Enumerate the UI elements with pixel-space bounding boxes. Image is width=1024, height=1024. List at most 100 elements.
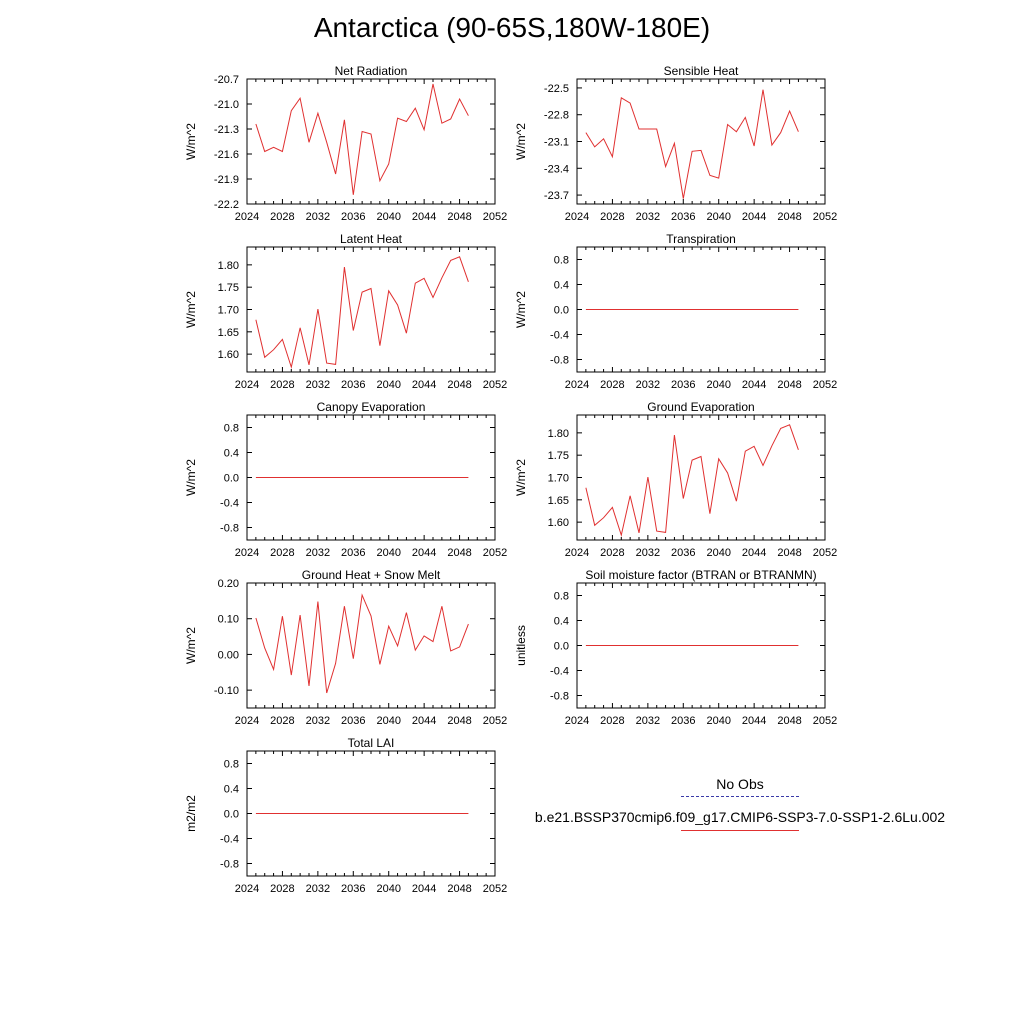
y-tick-label: 1.75 xyxy=(218,282,239,294)
x-tick-label: 2024 xyxy=(565,715,589,727)
x-tick-label: 2024 xyxy=(565,211,589,223)
x-tick-label: 2036 xyxy=(341,211,365,223)
legend: No Obs b.e21.BSSP370cmip6.f09_g17.CMIP6-… xyxy=(520,776,960,831)
figure-title: Antarctica (90-65S,180W-180E) xyxy=(313,12,711,43)
y-tick-label: -22.5 xyxy=(544,83,569,95)
panel-title: Transpiration xyxy=(666,232,736,246)
x-tick-label: 2052 xyxy=(483,547,507,559)
legend-model-label: b.e21.BSSP370cmip6.f09_g17.CMIP6-SSP3-7.… xyxy=(534,809,946,825)
x-tick-label: 2036 xyxy=(341,379,365,391)
y-axis-label: W/m^2 xyxy=(514,123,528,160)
y-tick-label: -21.0 xyxy=(214,99,239,111)
x-tick-label: 2048 xyxy=(777,547,801,559)
x-tick-label: 2052 xyxy=(483,379,507,391)
y-tick-label: 0.4 xyxy=(224,784,239,796)
y-tick-label: -0.10 xyxy=(214,685,239,697)
y-tick-label: 1.60 xyxy=(218,349,239,361)
panel-title: Ground Heat + Snow Melt xyxy=(302,568,441,582)
x-tick-label: 2028 xyxy=(600,715,624,727)
y-axis-label: W/m^2 xyxy=(184,459,198,496)
x-tick-label: 2040 xyxy=(706,211,730,223)
x-tick-label: 2024 xyxy=(235,715,259,727)
panel-title: Canopy Evaporation xyxy=(317,400,426,414)
x-tick-label: 2028 xyxy=(600,547,624,559)
panel-title: Soil moisture factor (BTRAN or BTRANMN) xyxy=(585,568,816,582)
y-tick-label: 0.00 xyxy=(218,649,239,661)
y-axis-label: W/m^2 xyxy=(514,291,528,328)
y-tick-label: -0.4 xyxy=(550,666,569,678)
x-tick-label: 2028 xyxy=(270,379,294,391)
x-tick-label: 2052 xyxy=(483,715,507,727)
y-tick-label: 1.60 xyxy=(548,517,569,529)
x-tick-label: 2028 xyxy=(270,211,294,223)
x-tick-label: 2024 xyxy=(565,379,589,391)
x-tick-label: 2024 xyxy=(235,547,259,559)
x-tick-label: 2036 xyxy=(341,715,365,727)
x-tick-label: 2024 xyxy=(235,883,259,895)
x-tick-label: 2036 xyxy=(671,379,695,391)
chart-panel-4: Canopy Evaporation W/m^2 2024 2028 2032 2036 2… xyxy=(184,400,507,559)
x-tick-label: 2032 xyxy=(306,547,330,559)
y-tick-label: 0.8 xyxy=(554,255,569,267)
x-tick-label: 2040 xyxy=(376,715,400,727)
series-line xyxy=(585,424,799,538)
x-tick-label: 2044 xyxy=(412,883,436,895)
x-tick-label: 2032 xyxy=(636,547,660,559)
y-tick-label: 0.4 xyxy=(554,616,569,628)
x-tick-label: 2036 xyxy=(341,547,365,559)
y-tick-label: -0.4 xyxy=(220,498,239,510)
y-tick-label: -21.6 xyxy=(214,149,239,161)
chart-panel-2: Latent Heat W/m^2 2024 2028 2032 2036 2040 2044… xyxy=(184,232,507,391)
x-tick-label: 2044 xyxy=(412,211,436,223)
x-tick-label: 2032 xyxy=(306,211,330,223)
legend-model-line xyxy=(681,830,799,831)
x-tick-label: 2044 xyxy=(742,715,766,727)
y-tick-label: 0.4 xyxy=(224,448,239,460)
y-tick-label: -22.8 xyxy=(544,110,569,122)
y-tick-label: 0.0 xyxy=(224,809,239,821)
x-tick-label: 2032 xyxy=(306,883,330,895)
x-tick-label: 2052 xyxy=(813,715,837,727)
y-axis-label: W/m^2 xyxy=(184,291,198,328)
panel-title: Ground Evaporation xyxy=(647,400,754,414)
x-tick-label: 2044 xyxy=(412,379,436,391)
y-tick-label: 1.80 xyxy=(548,428,569,440)
y-tick-label: 0.4 xyxy=(554,280,569,292)
plot-frame xyxy=(246,582,496,709)
y-tick-label: 0.0 xyxy=(224,473,239,485)
y-tick-label: 1.80 xyxy=(218,260,239,272)
x-tick-label: 2028 xyxy=(270,715,294,727)
x-tick-label: 2052 xyxy=(813,379,837,391)
x-tick-label: 2040 xyxy=(376,379,400,391)
chart-panel-1: Sensible Heat W/m^2 2024 2028 2032 2036 2040 20… xyxy=(514,64,837,223)
x-tick-label: 2040 xyxy=(706,379,730,391)
x-tick-label: 2048 xyxy=(447,715,471,727)
x-tick-label: 2048 xyxy=(447,547,471,559)
panel-title: Sensible Heat xyxy=(664,64,739,78)
x-tick-label: 2028 xyxy=(270,883,294,895)
x-tick-label: 2036 xyxy=(671,211,695,223)
chart-panel-3: Transpiration W/m^2 2024 2028 2032 2036 2040 20… xyxy=(514,232,837,391)
y-tick-label: 0.8 xyxy=(224,759,239,771)
y-tick-label: -22.2 xyxy=(214,199,239,211)
x-tick-label: 2028 xyxy=(600,211,624,223)
x-tick-label: 2032 xyxy=(636,379,660,391)
y-tick-label: 1.65 xyxy=(218,327,239,339)
y-tick-label: -0.8 xyxy=(220,523,239,535)
chart-panel-0: Net Radiation W/m^2 2024 2028 2032 2036 2040 20… xyxy=(184,64,507,223)
chart-panel-6: Ground Heat + Snow Melt W/m^2 2024 2028 2032… xyxy=(184,568,507,727)
plot-frame xyxy=(576,414,826,541)
x-tick-label: 2024 xyxy=(235,379,259,391)
chart-panel-5: Ground Evaporation W/m^2 2024 2028 2032 2036 2… xyxy=(514,400,837,559)
y-tick-label: -0.8 xyxy=(220,859,239,871)
y-tick-label: 0.8 xyxy=(224,423,239,435)
y-axis-label: unitless xyxy=(514,625,528,666)
x-tick-label: 2040 xyxy=(376,211,400,223)
x-tick-label: 2052 xyxy=(813,547,837,559)
x-tick-label: 2040 xyxy=(376,547,400,559)
y-axis-label: m2/m2 xyxy=(184,795,198,832)
y-tick-label: 0.8 xyxy=(554,591,569,603)
x-tick-label: 2048 xyxy=(447,379,471,391)
x-tick-label: 2032 xyxy=(306,379,330,391)
